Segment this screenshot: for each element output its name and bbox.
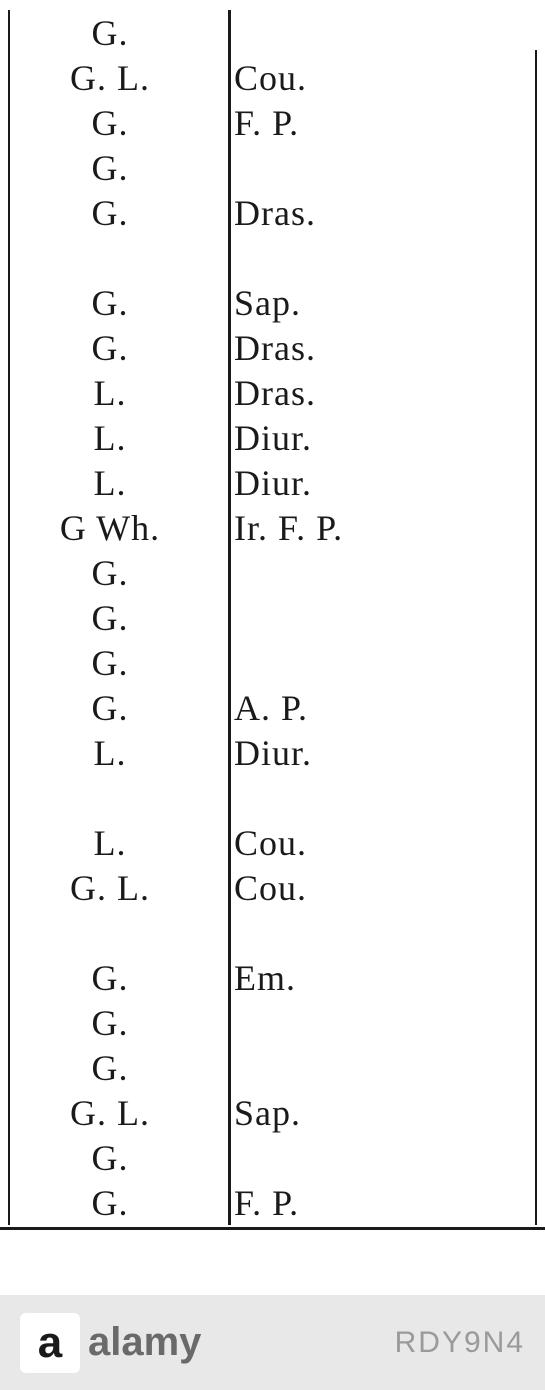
table-row: G.Sap. [0, 280, 545, 325]
table-cell-col1: G. [0, 147, 220, 189]
table-row: G. [0, 550, 545, 595]
table-row: L.Dras. [0, 370, 545, 415]
table-cell-col2: Em. [220, 957, 296, 999]
table-cell-col1: G. [0, 1137, 220, 1179]
table-cell-col1: G. [0, 192, 220, 234]
table-cell-col1: G. [0, 642, 220, 684]
table-cell-col2: Dras. [220, 192, 316, 234]
alamy-logo-icon: a [20, 1313, 80, 1373]
table-row: G Wh.Ir. F. P. [0, 505, 545, 550]
table-row: G. [0, 145, 545, 190]
table-row: L.Diur. [0, 730, 545, 775]
table-divider-middle [228, 10, 231, 1225]
table-cell-col1: G. L. [0, 1092, 220, 1134]
table-cell-col2: Dras. [220, 372, 316, 414]
table-border-right [535, 50, 537, 1225]
table-cell-col1: L. [0, 732, 220, 774]
table-cell-col2: Diur. [220, 462, 312, 504]
table-cell-col2: Ir. F. P. [220, 507, 343, 549]
table-cell-col1: G. [0, 1002, 220, 1044]
table-cell-col1: G. [0, 1047, 220, 1089]
table-row: G. [0, 1045, 545, 1090]
table-cell-col2: Cou. [220, 57, 307, 99]
table-cell-col1: G. [0, 957, 220, 999]
table-border-bottom [0, 1227, 545, 1230]
table-cell-col2: A. P. [220, 687, 308, 729]
watermark-bar: a alamy RDY9N4 [0, 1295, 545, 1390]
table-cell-col2: Diur. [220, 732, 312, 774]
table-cell-col2: Diur. [220, 417, 312, 459]
table-cell-col2: Cou. [220, 822, 307, 864]
table-row: G.F. P. [0, 100, 545, 145]
table-cell-col1: G. L. [0, 57, 220, 99]
table-row: G. [0, 1135, 545, 1180]
table-spacer [0, 910, 545, 955]
table-cell-col2: Cou. [220, 867, 307, 909]
table-border-left [8, 10, 10, 1225]
table-row: G.Dras. [0, 325, 545, 370]
table-cell-col1: G. [0, 597, 220, 639]
table-row: G.Dras. [0, 190, 545, 235]
table-cell-col2: Sap. [220, 1092, 301, 1134]
table-row: G.Em. [0, 955, 545, 1000]
table-cell-col2: Dras. [220, 327, 316, 369]
table-row: L.Diur. [0, 415, 545, 460]
table-row: G.F. P. [0, 1180, 545, 1225]
table-row: L.Diur. [0, 460, 545, 505]
table-row: G.A. P. [0, 685, 545, 730]
table-cell-col1: G. [0, 102, 220, 144]
table-row: G. [0, 1000, 545, 1045]
table-row: G. [0, 640, 545, 685]
table-cell-col1: G Wh. [0, 507, 220, 549]
alamy-logo: a alamy [20, 1313, 201, 1373]
table-row: L.Cou. [0, 820, 545, 865]
table-cell-col1: G. [0, 282, 220, 324]
table-cell-col1: L. [0, 417, 220, 459]
table-cell-col1: G. [0, 687, 220, 729]
table-cell-col1: G. [0, 327, 220, 369]
table-cell-col1: G. [0, 552, 220, 594]
table-container: G.G. L.Cou.G.F. P.G.G.Dras.G.Sap.G.Dras.… [0, 0, 545, 1230]
table-spacer [0, 235, 545, 280]
table-cell-col1: G. L. [0, 867, 220, 909]
table-row: G. L.Sap. [0, 1090, 545, 1135]
table-cell-col1: L. [0, 822, 220, 864]
table-cell-col1: G. [0, 1182, 220, 1224]
table-row: G. [0, 10, 545, 55]
table-cell-col2: Sap. [220, 282, 301, 324]
image-id-text: RDY9N4 [395, 1326, 525, 1360]
table-row: G. L.Cou. [0, 55, 545, 100]
table-cell-col1: L. [0, 462, 220, 504]
table-row: G. L.Cou. [0, 865, 545, 910]
table-spacer [0, 775, 545, 820]
table-cell-col2: F. P. [220, 102, 299, 144]
table-cell-col2: F. P. [220, 1182, 299, 1224]
table-cell-col1: G. [0, 12, 220, 54]
table-rows: G.G. L.Cou.G.F. P.G.G.Dras.G.Sap.G.Dras.… [0, 10, 545, 1225]
alamy-logo-text: alamy [88, 1320, 201, 1365]
table-cell-col1: L. [0, 372, 220, 414]
table-row: G. [0, 595, 545, 640]
